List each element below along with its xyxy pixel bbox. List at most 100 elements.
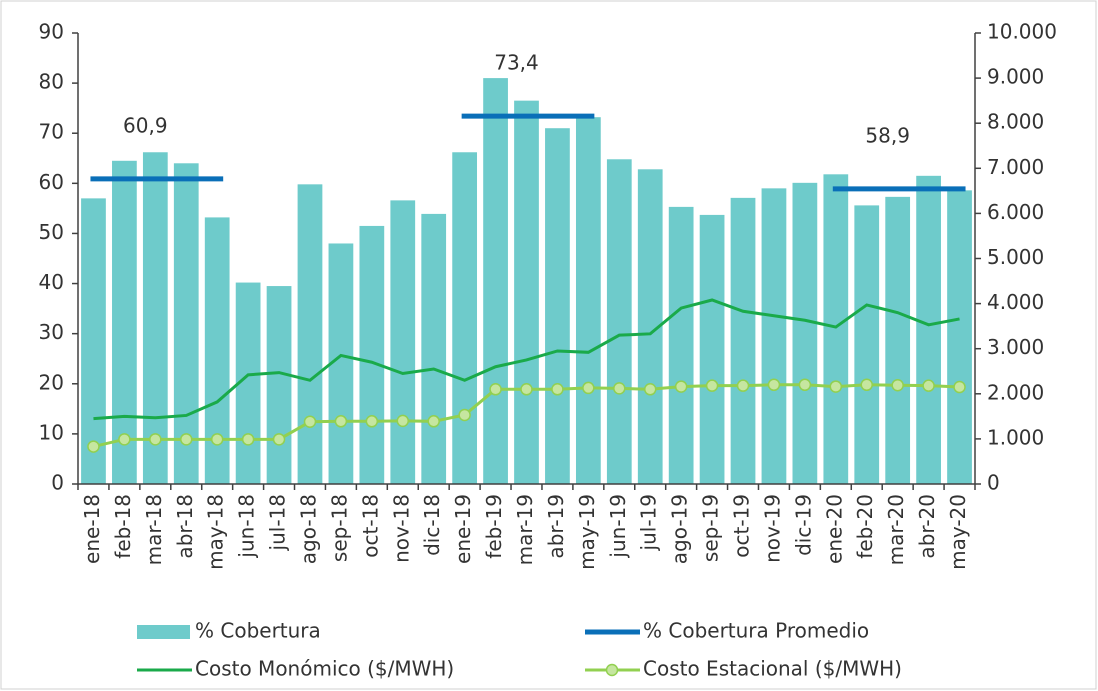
x-tick-label: may-19: [575, 494, 599, 570]
bar: [81, 198, 106, 484]
marker: [180, 433, 193, 446]
marker: [798, 378, 812, 392]
x-tick-label: ene-20: [822, 494, 846, 564]
bar: [823, 174, 849, 484]
legend-label: Costo Monómico ($/MWH): [195, 657, 454, 681]
bar: [792, 182, 818, 485]
y-tick-label: 40: [39, 270, 64, 294]
marker: [210, 433, 224, 446]
x-tick-label: ago-18: [296, 494, 320, 564]
x-tick-label: abr-20: [915, 494, 939, 559]
bar: [606, 159, 632, 484]
x-tick-label: feb-18: [111, 494, 135, 559]
y-tick-label: 10: [39, 420, 64, 444]
marker: [149, 433, 162, 446]
bar: [668, 206, 694, 484]
marker: [582, 381, 595, 395]
bar: [916, 175, 941, 485]
marker: [643, 383, 657, 396]
marker: [860, 378, 873, 392]
average-label: 73,4: [494, 51, 539, 75]
x-tick-label: mar-20: [884, 494, 908, 565]
marker: [736, 379, 750, 392]
bar: [173, 163, 199, 485]
bar: [112, 160, 137, 485]
x-tick-label: sep-19: [699, 494, 723, 562]
x-tick-label: dic-18: [420, 494, 444, 556]
bar: [575, 117, 601, 484]
x-tick-label: jun-19: [606, 494, 630, 559]
marker: [272, 433, 286, 446]
x-tick-label: ene-19: [451, 494, 475, 564]
x-tick-label: oct-19: [730, 494, 754, 558]
y2-tick-label: 1.000: [987, 425, 1044, 449]
average-label: 58,9: [865, 123, 910, 147]
y2-tick-label: 5.000: [987, 245, 1044, 269]
legend-label: % Cobertura Promedio: [643, 619, 869, 643]
bar: [514, 100, 539, 485]
y2-tick-label: 9.000: [987, 65, 1044, 89]
x-tick-label: sep-18: [327, 494, 351, 562]
marker: [705, 379, 719, 392]
bar: [483, 78, 508, 484]
x-tick-label: abr-18: [173, 494, 197, 559]
bar: [359, 225, 385, 484]
y2-tick-label: 4.000: [987, 290, 1044, 314]
y2-tick-label: 8.000: [987, 110, 1044, 134]
bar: [421, 213, 447, 484]
bar: [545, 128, 570, 484]
marker: [489, 383, 502, 396]
y-tick-label: 50: [39, 220, 64, 244]
marker: [458, 408, 471, 422]
marker: [365, 415, 379, 428]
x-tick-label: jul-18: [266, 494, 290, 551]
y2-tick-label: 6.000: [987, 200, 1044, 224]
marker: [427, 415, 440, 428]
marker: [829, 380, 843, 393]
legend-label: Costo Estacional ($/MWH): [643, 657, 902, 681]
x-tick-label: ene-18: [80, 494, 104, 564]
marker: [303, 415, 317, 429]
y2-tick-label: 7.000: [987, 155, 1044, 179]
legend-swatch: [137, 625, 190, 639]
y-tick-label: 30: [39, 320, 64, 344]
y-tick-label: 80: [39, 70, 64, 94]
marker: [241, 433, 255, 446]
x-tick-label: dic-19: [791, 494, 815, 556]
bar: [854, 205, 880, 485]
y-tick-label: 70: [39, 120, 64, 144]
bar: [390, 200, 416, 485]
marker: [118, 433, 131, 446]
legend-label: % Cobertura: [195, 619, 321, 643]
x-tick-label: feb-20: [853, 494, 877, 559]
marker: [520, 383, 533, 396]
y2-tick-label: 0: [987, 471, 1000, 495]
y-tick-label: 60: [39, 170, 64, 194]
y2-tick-label: 10.000: [987, 20, 1057, 44]
marker: [767, 378, 781, 392]
bar: [885, 196, 911, 484]
bar: [947, 190, 972, 485]
x-tick-label: mar-18: [142, 494, 166, 565]
x-tick-label: mar-19: [513, 494, 537, 565]
marker: [334, 415, 348, 428]
x-tick-label: nov-19: [760, 494, 784, 563]
x-tick-label: abr-19: [544, 494, 568, 559]
bar: [730, 197, 756, 485]
line: [93, 298, 960, 421]
y-tick-label: 90: [39, 20, 64, 44]
marker: [891, 378, 904, 392]
x-tick-label: jun-18: [235, 494, 259, 559]
x-tick-label: may-18: [204, 494, 228, 570]
average-label: 60,9: [123, 113, 168, 137]
y2-tick-label: 3.000: [987, 335, 1044, 359]
marker: [87, 440, 100, 453]
bar: [142, 152, 168, 484]
x-tick-label: jul-19: [637, 494, 661, 551]
marker: [674, 380, 688, 393]
bar: [699, 214, 725, 485]
x-tick-label: may-20: [946, 494, 970, 570]
marker: [396, 414, 410, 428]
x-tick-label: ago-19: [668, 494, 692, 564]
